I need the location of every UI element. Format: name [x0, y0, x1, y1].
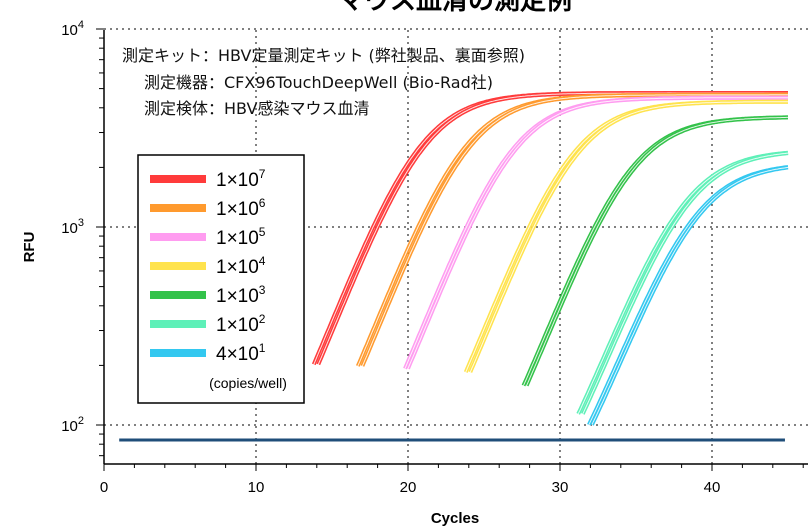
series-7-curve-2-core	[591, 166, 789, 426]
y-minor-ticks	[96, 28, 104, 457]
series-4-curve-1	[463, 99, 788, 373]
chart-title: マウス血清の測定例	[338, 0, 572, 16]
x-minor-ticks	[103, 464, 804, 471]
series-3-curve-2	[406, 95, 788, 370]
series-group	[311, 91, 789, 426]
legend-label: 1×107	[216, 167, 266, 191]
legend-swatch	[150, 233, 206, 241]
series-6-curve-1	[576, 150, 789, 415]
legend-label: 1×102	[216, 312, 266, 336]
legend: 1×107 1×106 1×105 1×104 1×103 1×102 4×101 (cop…	[137, 154, 305, 404]
series-3	[403, 95, 788, 370]
legend-label: 4×101	[216, 341, 266, 365]
legend-entries: 1×107 1×106 1×105 1×104 1×103 1×102 4×101	[150, 167, 266, 365]
series-6	[576, 150, 789, 415]
series-2	[355, 92, 788, 367]
series-7-curve-2	[590, 165, 789, 426]
series-4-curve-2-core	[469, 101, 788, 373]
x-tick-label: 40	[704, 479, 721, 496]
note-instrument: 測定機器：CFX96TouchDeepWell (Bio-Rad社)	[144, 73, 493, 92]
series-4-curve-1-core	[465, 101, 788, 373]
y-axis-title: RFU	[21, 232, 38, 263]
x-axis-title: Cycles	[431, 510, 479, 527]
legend-label: 1×104	[216, 254, 266, 278]
x-tick-label: 0	[100, 479, 108, 496]
legend-swatch	[150, 291, 206, 299]
legend-label: 1×105	[216, 225, 266, 249]
legend-swatch	[150, 349, 206, 357]
x-tick-labels: 0 10 20 30 40	[100, 479, 721, 496]
series-7	[587, 165, 789, 426]
legend-label: 1×106	[216, 196, 266, 220]
series-5	[521, 115, 788, 387]
note-sample: 測定検体：HBV感染マウス血清	[144, 99, 369, 118]
legend-swatch	[150, 204, 206, 212]
note-kit: 測定キット：HBV定量測定キット (弊社製品、裏面参照)	[122, 46, 525, 65]
x-tick-label: 20	[400, 479, 417, 496]
y-tick-label: 103	[61, 217, 84, 237]
legend-swatch	[150, 175, 206, 183]
y-tick-labels: 102 103 104	[61, 19, 84, 435]
series-4	[463, 99, 788, 373]
y-tick-label: 102	[61, 415, 84, 435]
series-5-curve-2-core	[526, 116, 788, 386]
x-tick-label: 10	[248, 479, 265, 496]
series-3-curve-2-core	[407, 97, 788, 369]
series-6-curve-2-core	[582, 152, 789, 415]
legend-unit: (copies/well)	[209, 375, 287, 391]
legend-label: 1×103	[216, 283, 266, 307]
series-2-curve-2-core	[361, 94, 788, 367]
legend-box	[137, 154, 305, 404]
legend-swatch	[150, 262, 206, 270]
y-tick-label: 104	[61, 19, 84, 39]
x-tick-label: 30	[552, 479, 569, 496]
series-6-curve-1-core	[577, 152, 789, 415]
legend-swatch	[150, 320, 206, 328]
